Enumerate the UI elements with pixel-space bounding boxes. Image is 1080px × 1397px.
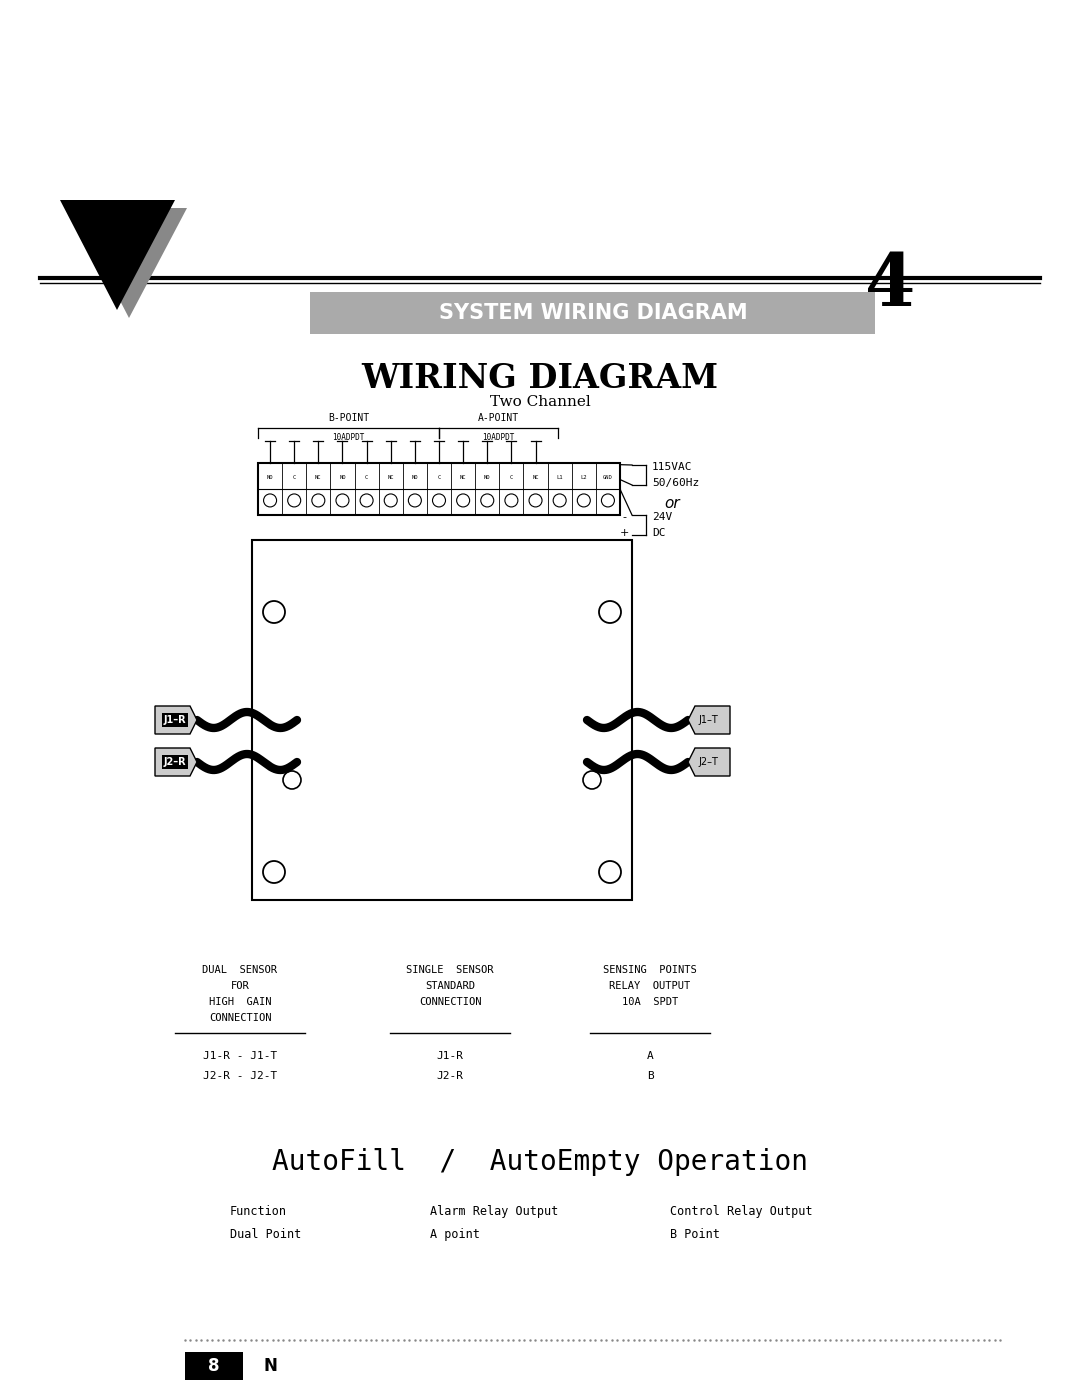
Text: Dual Point: Dual Point [230,1228,301,1241]
Bar [252,541,632,900]
Text: CONNECTION: CONNECTION [419,997,482,1007]
Polygon shape [156,705,197,733]
Text: FOR: FOR [231,981,249,990]
Text: J1–R: J1–R [164,715,187,725]
Text: NO: NO [411,475,418,481]
Text: Two Channel: Two Channel [489,395,591,409]
FancyBboxPatch shape [310,292,875,334]
Text: Function: Function [230,1206,287,1218]
Text: C: C [510,475,513,481]
Text: 10ADPDT: 10ADPDT [483,433,515,443]
Text: AutoFill  /  AutoEmpty Operation: AutoFill / AutoEmpty Operation [272,1148,808,1176]
Text: A-POINT: A-POINT [478,414,519,423]
Text: 10ADPDT: 10ADPDT [333,433,365,443]
Text: -: - [622,511,626,522]
Text: C: C [293,475,296,481]
Text: SENSING  POINTS: SENSING POINTS [603,965,697,975]
Text: B Point: B Point [670,1228,720,1241]
Text: J2–T: J2–T [698,757,718,767]
Text: NC: NC [388,475,394,481]
Text: NC: NC [315,475,322,481]
Text: GND: GND [603,475,612,481]
Bar [258,462,620,515]
Text: SYSTEM WIRING DIAGRAM: SYSTEM WIRING DIAGRAM [438,303,747,323]
Text: WIRING DIAGRAM: WIRING DIAGRAM [362,362,718,394]
Text: NO: NO [339,475,346,481]
Text: L1: L1 [556,475,563,481]
FancyBboxPatch shape [185,1352,243,1380]
Text: A: A [647,1051,653,1060]
Text: 10A  SPDT: 10A SPDT [622,997,678,1007]
Text: 8: 8 [208,1356,219,1375]
Text: DC: DC [652,528,665,538]
Text: 115VAC: 115VAC [652,462,692,472]
Text: NC: NC [460,475,467,481]
Text: 50/60Hz: 50/60Hz [652,478,699,488]
Text: Alarm Relay Output: Alarm Relay Output [430,1206,558,1218]
Text: CONNECTION: CONNECTION [208,1013,271,1023]
Text: +: + [619,528,629,538]
Text: J1-R: J1-R [436,1051,463,1060]
Text: STANDARD: STANDARD [426,981,475,990]
Polygon shape [688,705,730,733]
Text: B: B [647,1071,653,1081]
Text: 24V: 24V [652,511,672,522]
Text: N: N [264,1356,276,1375]
Text: NO: NO [267,475,273,481]
Text: C: C [365,475,368,481]
Text: Control Relay Output: Control Relay Output [670,1206,812,1218]
Text: HIGH  GAIN: HIGH GAIN [208,997,271,1007]
Text: L2: L2 [581,475,588,481]
Text: J2–R: J2–R [164,757,187,767]
Polygon shape [72,208,187,319]
Text: A point: A point [430,1228,480,1241]
Text: or: or [664,496,679,510]
Polygon shape [156,747,197,775]
Text: B-POINT: B-POINT [328,414,369,423]
Polygon shape [688,747,730,775]
Text: J2-R: J2-R [436,1071,463,1081]
Text: NO: NO [484,475,490,481]
Text: J2-R - J2-T: J2-R - J2-T [203,1071,278,1081]
Text: SINGLE  SENSOR: SINGLE SENSOR [406,965,494,975]
Text: RELAY  OUTPUT: RELAY OUTPUT [609,981,690,990]
Text: J1–T: J1–T [698,715,718,725]
Text: J1-R - J1-T: J1-R - J1-T [203,1051,278,1060]
Text: DUAL  SENSOR: DUAL SENSOR [203,965,278,975]
Text: C: C [437,475,441,481]
Text: NC: NC [532,475,539,481]
Polygon shape [60,200,175,310]
Text: 4: 4 [865,250,915,320]
